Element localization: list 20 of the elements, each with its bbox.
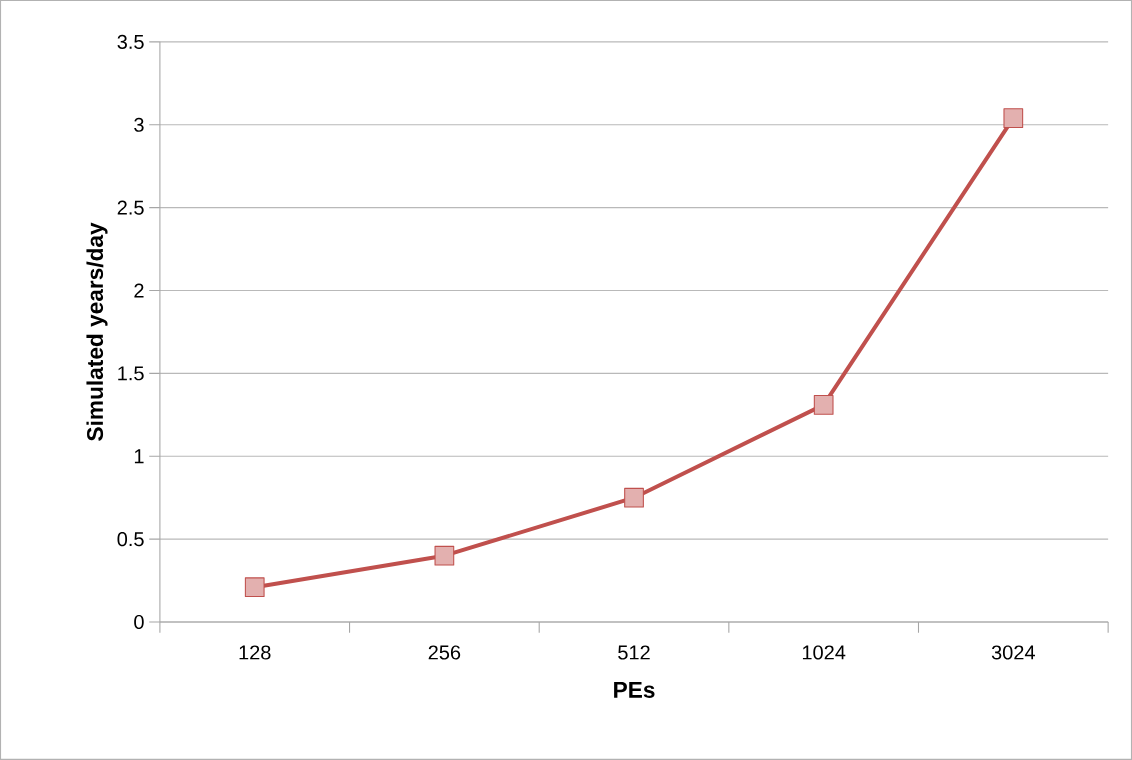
x-axis-title: PEs (614, 682, 655, 698)
point (1003, 108, 1024, 129)
x-tick-label: 512 (618, 645, 650, 660)
y-tick-label: 3 (134, 117, 144, 132)
x-tick-label: 128 (239, 645, 271, 660)
x-tick-label: 3024 (991, 645, 1035, 660)
y-tick-label: 3.5 (117, 34, 144, 49)
y-tick-label: 1 (134, 449, 144, 464)
point (434, 545, 455, 566)
y-tick-label: 2 (134, 283, 144, 298)
y-tick-label: 0 (134, 614, 144, 630)
x-tick-label: 1024 (802, 645, 846, 660)
x-tick-label: 256 (428, 645, 461, 660)
y-axis-title: Simulated years/day (86, 222, 108, 441)
y-tick-label: 1.5 (118, 366, 144, 381)
y-tick-label: 0.5 (117, 532, 144, 547)
y-tick-label: 2.5 (117, 200, 144, 215)
point (244, 577, 265, 598)
point (813, 395, 834, 415)
point (624, 487, 644, 508)
